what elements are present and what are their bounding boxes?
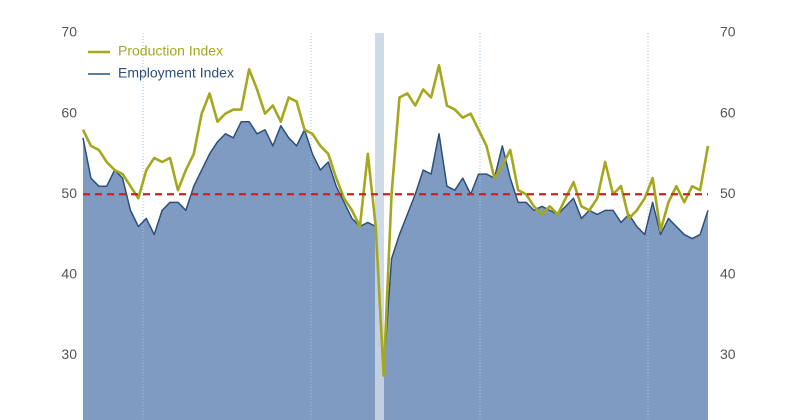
line — [81, 63, 710, 377]
y-tick-label: 70 — [61, 24, 77, 40]
line — [82, 120, 709, 373]
y-tick-label: 60 — [61, 104, 77, 120]
y2-tick-label: 60 — [720, 104, 736, 120]
y-tick-label: 30 — [61, 346, 77, 362]
y2-tick-label: 50 — [720, 185, 736, 201]
legend-label: Production Index — [118, 43, 223, 59]
shaded-band — [375, 33, 384, 420]
y2-tick-label: 70 — [720, 24, 736, 40]
y2-tick-label: 40 — [720, 266, 736, 282]
y-tick-label: 40 — [61, 266, 77, 282]
legend-label: Employment Index — [118, 65, 234, 81]
area — [83, 121, 708, 420]
y2-tick-label: 30 — [720, 346, 736, 362]
y-tick-label: 50 — [61, 185, 77, 201]
